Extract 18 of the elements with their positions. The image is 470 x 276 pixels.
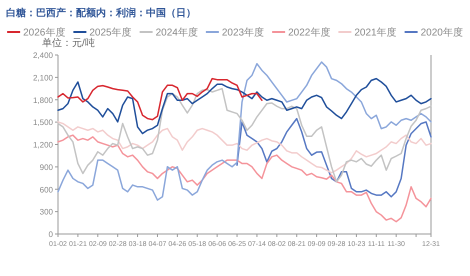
y-tick-label: 300 bbox=[40, 208, 54, 217]
legend-label: 2024年度 bbox=[156, 26, 198, 38]
legend-label: 2022年度 bbox=[288, 26, 330, 38]
legend-label: 2021年度 bbox=[354, 26, 397, 38]
y-tick-label: 900 bbox=[40, 162, 54, 172]
y-axis-title: 单位：元/吨 bbox=[42, 37, 95, 49]
y-tick-label: 1,500 bbox=[32, 118, 54, 128]
y-tick-label: 2,400 bbox=[32, 51, 54, 60]
y-tick-label: 2,100 bbox=[32, 73, 54, 82]
legend-label: 2023年度 bbox=[222, 26, 264, 38]
legend-label: 2020年度 bbox=[420, 26, 463, 38]
legend-label: 2025年度 bbox=[89, 26, 132, 38]
y-tick-label: 1,800 bbox=[32, 96, 54, 105]
y-tick-label: 0 bbox=[48, 230, 54, 239]
chart-title: 白糖：巴西产：配额内：利润：中国（日） bbox=[6, 7, 196, 19]
y-tick-label: 1,200 bbox=[32, 140, 54, 150]
y-tick-label: 600 bbox=[40, 185, 54, 194]
legend-label: 2026年度 bbox=[23, 26, 66, 38]
